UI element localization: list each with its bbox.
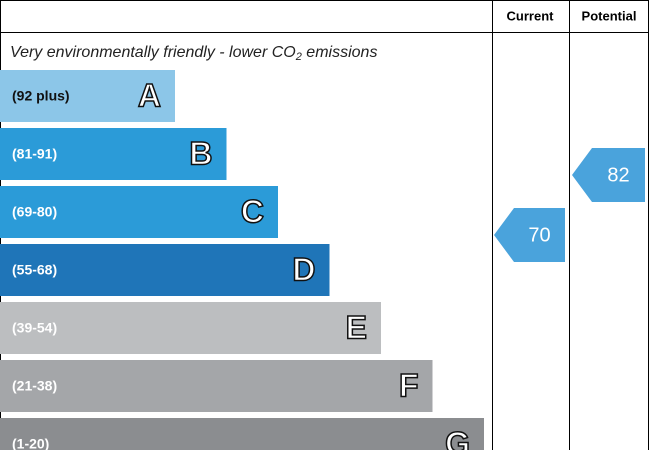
band-letter: B (189, 135, 212, 171)
subtitle-sub: 2 (295, 51, 302, 63)
band-range: (21-38) (12, 378, 57, 394)
band (0, 360, 433, 412)
band-range: (69-80) (12, 204, 57, 220)
band-range: (55-68) (12, 262, 57, 278)
band (0, 128, 227, 180)
band-letter: E (346, 309, 367, 345)
band-letter: A (138, 77, 161, 113)
band (0, 418, 484, 450)
current-header: Current (507, 8, 555, 23)
band-letter: G (445, 425, 470, 450)
potential-header: Potential (582, 8, 637, 23)
band-letter: F (399, 367, 419, 403)
subtitle: Very environmentally friendly - lower CO… (10, 44, 377, 63)
rating-value: 82 (607, 164, 629, 186)
band-letter: C (241, 193, 264, 229)
band-range: (92 plus) (12, 88, 70, 104)
band-letter: D (292, 251, 315, 287)
band-range: (81-91) (12, 146, 57, 162)
rating-arrow (572, 148, 645, 202)
band-range: (39-54) (12, 320, 57, 336)
band-range: (1-20) (12, 436, 49, 450)
band (0, 302, 381, 354)
band (0, 186, 278, 238)
band (0, 70, 175, 122)
subtitle-text: emissions (302, 44, 378, 61)
rating-value: 70 (528, 224, 550, 246)
rating-arrow (494, 208, 565, 262)
subtitle-text: Very environmentally friendly - lower CO (10, 44, 296, 61)
band (0, 244, 330, 296)
